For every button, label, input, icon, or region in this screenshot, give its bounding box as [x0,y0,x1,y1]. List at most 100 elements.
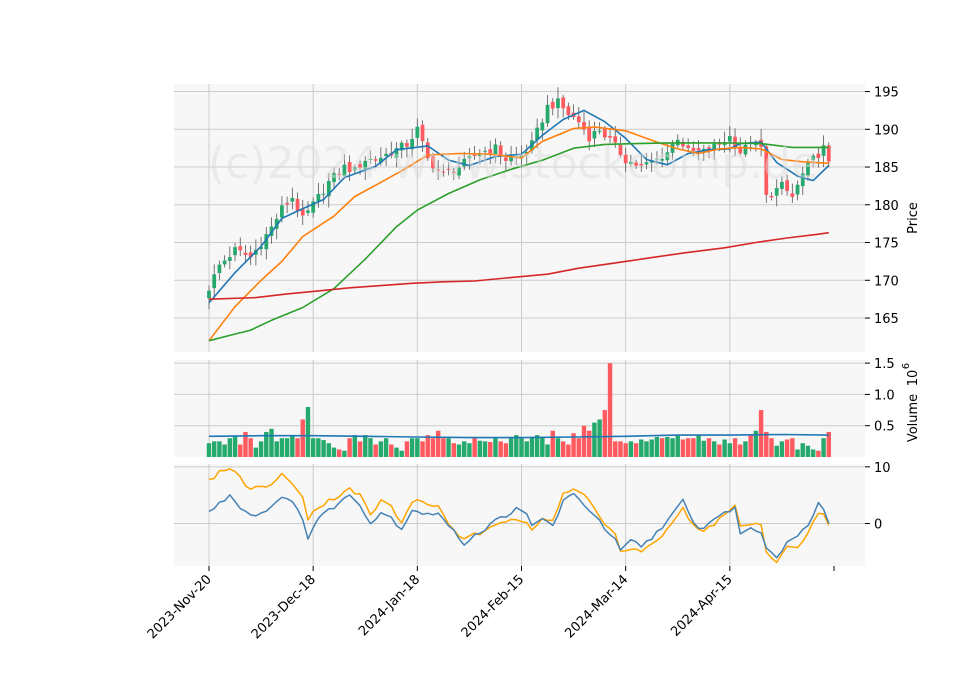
candle-body-14 [280,205,284,218]
candle-body-112 [790,193,795,197]
volume-bar-7 [243,431,248,457]
volume-bar-23 [326,443,332,457]
candle-body-76 [602,129,607,138]
candle-body-58 [509,157,513,162]
volume-bar-42 [425,435,430,457]
price-ytick-label-4: 185 [874,161,899,176]
candle-body-26 [342,164,347,177]
xtick-label-1: 2023-Dec-18 [249,572,319,642]
candle-body-29 [358,164,362,169]
candle-body-13 [274,218,279,229]
volume-bar-9 [253,447,259,457]
volume-bar-65 [545,444,550,457]
volume-bar-67 [555,438,561,457]
price-ytick-label-0: 165 [874,312,899,327]
candle-body-6 [238,246,243,251]
candle-body-51 [472,154,477,156]
volume-bar-104 [748,435,753,457]
volume-bar-59 [514,435,519,457]
candle-body-91 [681,141,685,147]
volume-bar-51 [472,438,477,457]
candle-body-42 [425,142,430,159]
volume-ytick-label-1: 1.0 [874,388,895,403]
candle-body-18 [300,209,305,216]
volume-bar-71 [576,438,582,457]
volume-bar-114 [800,443,805,457]
candle-body-43 [431,155,435,169]
volume-bar-76 [602,410,608,457]
volume-bar-79 [618,441,623,457]
volume-bar-25 [336,449,342,457]
candle-body-117 [816,153,821,159]
volume-bar-46 [446,438,451,457]
candle-body-80 [623,154,628,164]
volume-bar-60 [519,438,524,457]
price-ytick-label-3: 180 [874,199,899,214]
volume-bar-6 [238,444,243,457]
candle-body-2 [217,264,222,274]
volume-bar-10 [258,441,264,457]
candle-body-85 [649,160,654,163]
volume-bar-118 [821,438,826,457]
price-ytick-label-5: 190 [874,123,899,138]
volume-bar-34 [383,438,389,457]
candle-body-22 [321,193,326,195]
volume-bar-80 [623,443,628,457]
volume-bar-45 [441,438,446,457]
osc-fast-line [208,492,830,559]
volume-bar-73 [586,430,592,457]
volume-bar-61 [524,441,529,457]
osc-ytick-label-0: 0 [874,518,882,533]
volume-bar-31 [368,438,373,457]
candle-body-36 [394,148,399,158]
candle-body-39 [410,138,414,150]
volume-bar-64 [540,436,545,457]
candle-body-44 [436,169,441,171]
volume-bar-0 [206,443,212,457]
candle-body-21 [316,194,321,202]
volume-bar-98 [717,444,722,457]
volume-bar-3 [222,444,227,457]
candle-body-118 [821,145,826,156]
price-ma4-line [208,231,829,300]
candle-body-92 [686,145,691,149]
candle-body-28 [352,167,357,171]
candle-body-114 [800,173,805,187]
volume-bar-66 [550,430,555,457]
volume-bar-4 [227,438,233,457]
volume-bar-82 [633,443,639,457]
candle-body-15 [285,202,289,205]
volume-bar-56 [498,441,503,457]
volume-exponent: 6 [901,363,912,369]
volume-bar-14 [279,438,285,457]
candle-body-5 [233,247,237,256]
volume-bar-83 [639,439,644,457]
candle-body-75 [597,130,602,132]
candle-body-60 [519,155,524,158]
volume-bar-28 [352,435,358,457]
volume-bar-37 [399,450,404,457]
volume-bar-92 [685,438,691,457]
candle-body-79 [618,145,623,156]
volume-bar-33 [378,441,384,457]
candle-body-37 [399,142,404,151]
candle-body-108 [769,195,774,198]
candle-body-67 [556,98,560,109]
price-ma2-line [208,126,829,342]
price-ytick-label-2: 175 [874,237,899,252]
volume-panel: 0.5 1.0 1.5 [174,357,895,457]
volume-ytick-label-2: 1.5 [874,357,895,372]
candle-body-45 [441,171,446,173]
candle-body-10 [259,246,263,250]
volume-bar-111 [784,439,790,457]
price-ytick-label-1: 170 [874,274,899,289]
volume-bar-38 [404,441,410,457]
volume-bar-57 [503,443,509,457]
volume-bar-81 [628,441,634,457]
volume-bar-63 [534,435,540,457]
volume-bar-78 [613,441,618,457]
candle-body-49 [462,158,467,167]
volume-bar-29 [357,441,363,457]
volume-bar-1 [211,441,217,457]
candle-body-78 [613,136,618,143]
